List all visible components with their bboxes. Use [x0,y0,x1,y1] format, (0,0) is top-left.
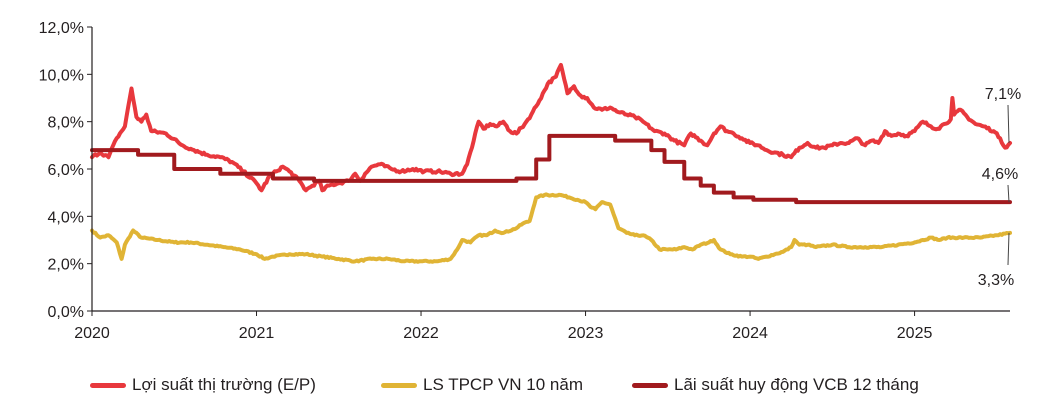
y-tick-label: 8,0% [48,115,84,132]
annotation-label: 3,3% [978,272,1014,289]
x-tick-label: 2025 [897,325,933,342]
annotation-label: 7,1% [985,86,1021,103]
y-tick-label: 12,0% [39,20,84,37]
y-tick-label: 10,0% [39,67,84,84]
series-line-2 [90,133,1012,205]
x-tick-label: 2023 [568,325,604,342]
x-tick-label: 2024 [732,325,768,342]
legend-swatch-tpcp [381,382,417,388]
y-tick-label: 6,0% [48,162,84,179]
y-tick-label: 2,0% [48,257,84,274]
legend-item-tpcp: LS TPCP VN 10 năm [381,375,583,395]
annotation-leader [1007,184,1010,203]
legend-swatch-ep [90,382,126,388]
annotation-label: 4,6% [982,166,1018,183]
y-tick-label: 0,0% [48,304,84,321]
legend: Lợi suất thị trường (E/P) LS TPCP VN 10 … [0,375,1054,405]
x-tick-label: 2020 [74,325,110,342]
annotation-leader [1007,104,1010,143]
x-tick-label: 2021 [239,325,275,342]
legend-label-vcb: Lãi suất huy động VCB 12 tháng [674,375,919,394]
line-chart: 0,0% 2,0% 4,0% 6,0% 8,0% 10,0% 12,0% 2020 2021 20… [39,20,1022,342]
x-tick-label: 2022 [403,325,439,342]
y-tick-label: 4,0% [48,209,84,226]
legend-swatch-vcb [632,382,668,388]
series-line-0 [90,62,1012,193]
legend-item-vcb: Lãi suất huy động VCB 12 tháng [632,375,919,395]
legend-label-ep: Lợi suất thị trường (E/P) [132,375,316,394]
legend-item-ep: Lợi suất thị trường (E/P) [90,375,316,395]
legend-label-tpcp: LS TPCP VN 10 năm [423,375,584,394]
annotation-leader [1007,232,1010,266]
series-line-1 [90,192,1012,264]
